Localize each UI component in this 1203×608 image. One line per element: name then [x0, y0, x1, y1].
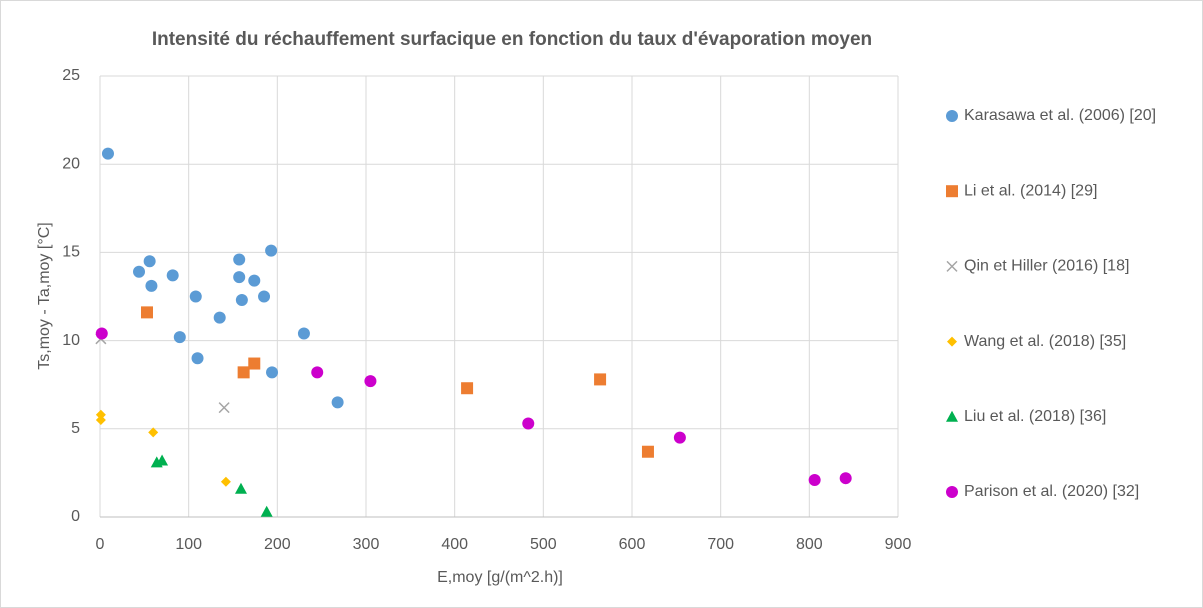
legend-label: Li et al. (2014) [29]	[964, 182, 1097, 199]
point	[189, 290, 202, 303]
x-tick-label: 200	[264, 536, 291, 553]
legend-label: Karasawa et al. (2006) [20]	[964, 107, 1156, 124]
point	[148, 427, 159, 438]
point	[248, 357, 261, 370]
point	[191, 352, 204, 365]
point	[166, 269, 179, 282]
legend-marker	[946, 410, 958, 422]
point	[364, 375, 377, 388]
point	[233, 271, 246, 284]
point	[265, 244, 278, 257]
y-tick-label: 0	[71, 508, 80, 525]
x-tick-label: 800	[796, 536, 823, 553]
legend-marker	[946, 260, 958, 272]
x-tick-label: 600	[619, 536, 646, 553]
y-tick-label: 20	[62, 155, 80, 172]
x-tick-label: 400	[441, 536, 468, 553]
point	[266, 366, 279, 379]
point	[133, 265, 146, 278]
legend-label: Qin et Hiller (2016) [18]	[964, 258, 1129, 275]
point	[331, 396, 344, 409]
point	[218, 402, 230, 414]
x-tick-label: 700	[707, 536, 734, 553]
x-tick-label: 900	[885, 536, 912, 553]
y-axis-label: Ts,moy - Ta,moy [°C]	[36, 222, 53, 369]
point	[220, 476, 231, 487]
point	[808, 473, 821, 486]
legend-marker	[946, 110, 958, 122]
point	[237, 366, 250, 379]
point	[233, 253, 246, 266]
x-tick-label: 0	[96, 536, 105, 553]
point	[95, 409, 106, 420]
legend-label: Wang et al. (2018) [35]	[964, 333, 1126, 350]
point	[641, 445, 654, 458]
point	[297, 327, 310, 340]
point	[213, 311, 226, 324]
x-tick-label: 300	[353, 536, 380, 553]
x-axis-label: E,moy [g/(m^2.h)]	[437, 569, 563, 586]
point	[156, 454, 169, 466]
point	[258, 290, 271, 303]
y-tick-label: 25	[62, 67, 80, 84]
x-tick-label: 500	[530, 536, 557, 553]
point	[311, 366, 324, 379]
point	[143, 255, 156, 268]
point	[673, 431, 686, 444]
point	[173, 331, 186, 344]
legend-marker	[946, 185, 958, 198]
point	[145, 279, 158, 292]
point	[95, 414, 106, 425]
y-tick-label: 5	[71, 420, 80, 437]
point	[95, 327, 108, 340]
y-tick-label: 10	[62, 332, 80, 349]
legend-label: Liu et al. (2018) [36]	[964, 408, 1106, 425]
point	[234, 482, 247, 494]
legend-marker	[947, 336, 957, 347]
point	[461, 382, 474, 395]
point	[101, 147, 114, 160]
point	[140, 306, 153, 319]
point	[839, 472, 852, 485]
point	[522, 417, 535, 430]
point	[248, 274, 261, 287]
point	[594, 373, 607, 386]
legend-label: Parison et al. (2020) [32]	[964, 483, 1139, 500]
x-tick-label: 100	[175, 536, 202, 553]
y-tick-label: 15	[62, 244, 80, 261]
point	[235, 294, 248, 307]
legend-marker	[946, 486, 958, 498]
chart-title: Intensité du réchauffement surfacique en…	[152, 29, 872, 50]
point	[260, 505, 273, 517]
